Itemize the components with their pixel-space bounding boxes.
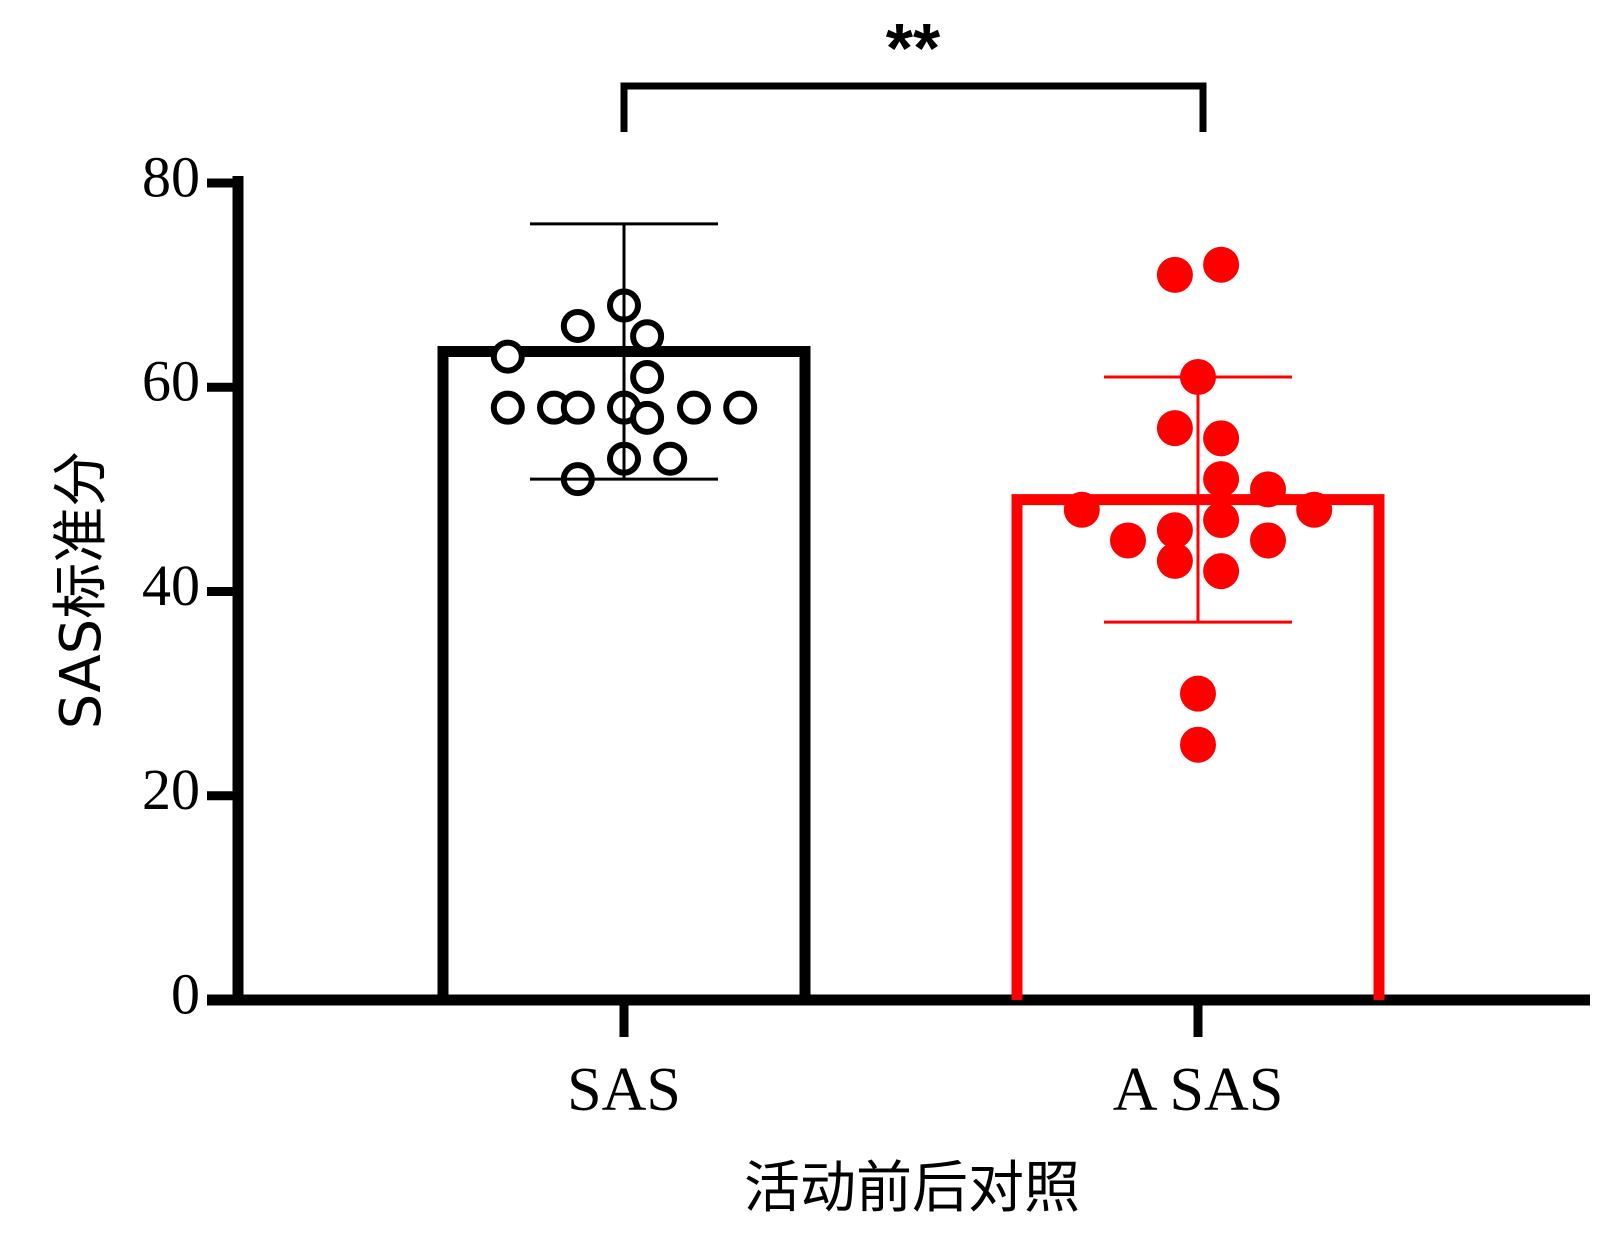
y-ticks: 0 20 40 60 80: [142, 144, 238, 1026]
category-label-a-sas: A SAS: [1113, 1056, 1284, 1124]
data-point: [1180, 726, 1216, 763]
y-axis-title: SAS标准分: [49, 451, 114, 729]
data-point: [1203, 246, 1240, 283]
significance-label: **: [886, 9, 941, 87]
y-tick-label: 80: [142, 144, 200, 209]
y-tick-label: 20: [142, 757, 200, 822]
y-tick-label: 0: [171, 961, 200, 1026]
data-point: [723, 390, 758, 425]
bars: [437, 222, 1385, 1037]
data-point: [1250, 522, 1286, 559]
data-point: [1156, 542, 1193, 579]
data-point: [1063, 491, 1100, 528]
data-point: [630, 319, 665, 354]
data-point: [1203, 553, 1240, 590]
data-point: [1296, 491, 1333, 528]
data-point: [630, 360, 665, 395]
data-point: [490, 339, 525, 374]
data-point: [560, 390, 595, 425]
data-point: [1110, 522, 1146, 559]
data-point: [677, 390, 711, 425]
data-point: [1156, 410, 1193, 447]
data-point: [653, 441, 688, 476]
x-axis-title: 活动前后对照: [744, 1156, 1080, 1221]
data-point: [1203, 461, 1240, 498]
data-point: [1156, 512, 1193, 549]
data-point: [1180, 675, 1216, 712]
data-point: [1203, 420, 1240, 457]
data-point: [630, 400, 665, 435]
data-point: [490, 390, 525, 425]
data-point: [560, 308, 595, 343]
y-tick-label: 60: [142, 349, 200, 414]
significance-bracket: [620, 82, 1207, 132]
data-point: [1203, 502, 1240, 539]
y-tick-label: 40: [142, 553, 200, 618]
data-point: [1156, 256, 1193, 293]
category-label-sas: SAS: [567, 1056, 681, 1124]
data-point: [1250, 471, 1286, 508]
